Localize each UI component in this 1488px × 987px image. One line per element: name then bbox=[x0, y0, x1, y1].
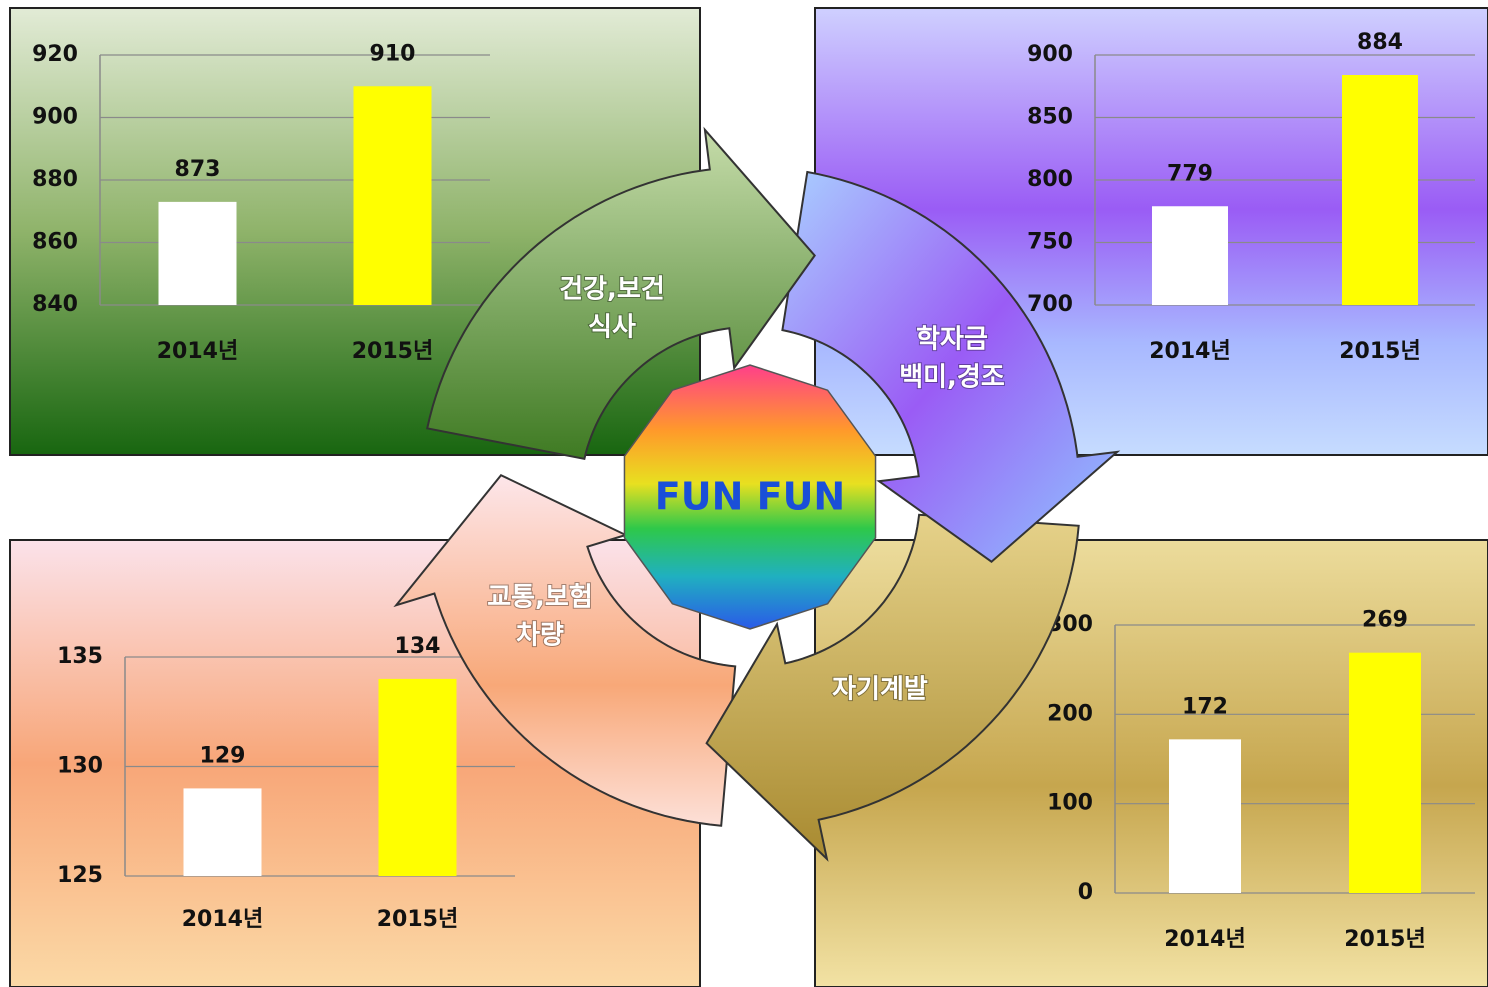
bar bbox=[1169, 739, 1241, 893]
y-tick-label: 135 bbox=[57, 644, 103, 669]
x-tick-label: 2014년 bbox=[1164, 927, 1245, 952]
x-tick-label: 2015년 bbox=[352, 339, 433, 364]
x-tick-label: 2015년 bbox=[1339, 339, 1420, 364]
bar bbox=[158, 201, 237, 305]
y-tick-label: 860 bbox=[32, 230, 78, 255]
value-label: 779 bbox=[1167, 161, 1213, 186]
cycle-arrow bbox=[705, 513, 1080, 862]
bar bbox=[378, 678, 457, 876]
segment-label: 학자금 bbox=[916, 325, 988, 355]
y-tick-label: 880 bbox=[32, 167, 78, 192]
y-tick-label: 800 bbox=[1027, 167, 1073, 192]
x-tick-label: 2014년 bbox=[157, 339, 238, 364]
segment-label: 교통,보험 bbox=[487, 583, 593, 613]
bar bbox=[183, 788, 262, 876]
center-badge bbox=[623, 364, 877, 630]
value-label: 134 bbox=[395, 634, 441, 659]
x-tick-label: 2015년 bbox=[377, 907, 458, 932]
bar bbox=[353, 86, 432, 305]
x-tick-label: 2014년 bbox=[1149, 339, 1230, 364]
y-tick-label: 920 bbox=[32, 42, 78, 67]
y-tick-label: 850 bbox=[1027, 105, 1073, 130]
cycle-arrow bbox=[781, 170, 1121, 563]
value-label: 269 bbox=[1362, 608, 1408, 633]
y-tick-label: 125 bbox=[57, 863, 103, 888]
segment-label: 백미,경조 bbox=[899, 363, 1005, 393]
y-tick-label: 100 bbox=[1047, 791, 1093, 816]
value-label: 172 bbox=[1182, 694, 1228, 719]
x-tick-label: 2015년 bbox=[1344, 927, 1425, 952]
y-tick-label: 700 bbox=[1027, 292, 1073, 317]
y-tick-label: 750 bbox=[1027, 230, 1073, 255]
cycle-arrow bbox=[425, 126, 816, 460]
charts: 840 860 880 900 920 873 2014년 910 2015년 700 750 800… bbox=[32, 30, 1475, 952]
y-tick-label: 900 bbox=[32, 105, 78, 130]
value-label: 884 bbox=[1357, 30, 1403, 55]
bar bbox=[1152, 206, 1228, 305]
bar bbox=[1349, 652, 1421, 893]
center-label: FUN FUN bbox=[655, 475, 845, 519]
cycle-arrow bbox=[393, 473, 737, 827]
value-label: 910 bbox=[370, 41, 416, 66]
y-tick-label: 200 bbox=[1047, 701, 1093, 726]
segment-label: 건강,보건 bbox=[559, 275, 665, 305]
y-tick-label: 130 bbox=[57, 754, 103, 779]
value-label: 129 bbox=[200, 743, 246, 768]
segment-label: 식사 bbox=[588, 313, 636, 343]
y-tick-label: 900 bbox=[1027, 42, 1073, 67]
segment-label: 차량 bbox=[516, 621, 564, 651]
y-tick-label: 840 bbox=[32, 292, 78, 317]
y-tick-label: 0 bbox=[1078, 880, 1093, 905]
segment-label: 자기계발 bbox=[832, 675, 928, 705]
value-label: 873 bbox=[175, 157, 221, 182]
bar bbox=[1342, 75, 1418, 305]
x-tick-label: 2014년 bbox=[182, 907, 263, 932]
